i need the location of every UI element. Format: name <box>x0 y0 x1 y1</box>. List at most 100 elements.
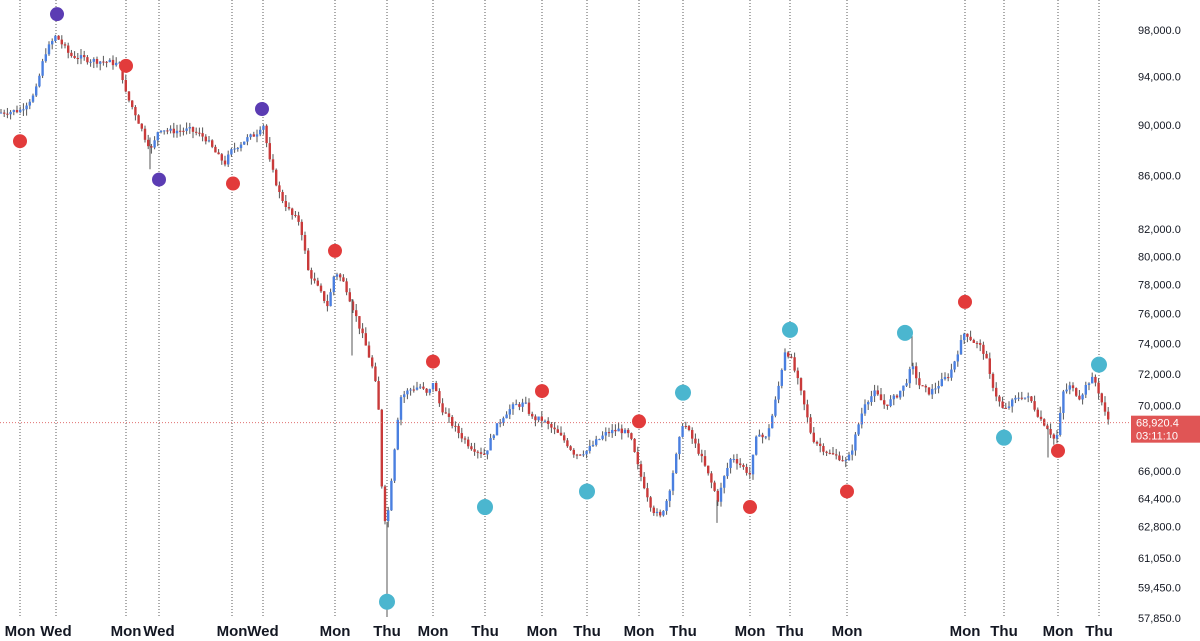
candle-body <box>335 274 339 277</box>
candle-body <box>243 141 246 145</box>
candle-body <box>543 420 547 422</box>
candle-body <box>697 443 700 454</box>
candle-body <box>585 450 588 455</box>
candle-body <box>863 404 867 414</box>
candle-body <box>969 336 972 341</box>
candle-body <box>1100 393 1103 403</box>
candle-body <box>751 454 755 475</box>
candle-body <box>1017 397 1020 399</box>
candle-body <box>649 497 652 508</box>
candle-body <box>239 144 243 149</box>
candle-body <box>662 510 665 516</box>
candle-body <box>204 136 207 142</box>
signal-dot-red <box>1051 443 1065 458</box>
candle-body <box>787 352 790 357</box>
candle-body <box>137 115 140 124</box>
candle-body <box>329 292 332 307</box>
candle-body <box>620 428 623 434</box>
candle-body <box>294 214 297 216</box>
candle-body <box>643 476 646 489</box>
candle-body <box>467 439 470 447</box>
candle-body <box>860 413 863 425</box>
candle-body <box>38 75 41 87</box>
candle-body <box>691 429 694 439</box>
candle-body <box>505 414 508 419</box>
candle-body <box>831 453 835 455</box>
candle-body <box>89 61 92 63</box>
candle-body <box>895 395 899 398</box>
candle-body <box>575 454 579 456</box>
x-tick-label: Mon <box>624 623 655 640</box>
candle-body <box>115 62 118 66</box>
candle-body <box>134 107 137 116</box>
signal-dot-red <box>328 243 342 258</box>
candle-body <box>847 454 851 461</box>
signal-dot-purple <box>50 7 64 22</box>
candle-body <box>537 416 540 421</box>
candle-body <box>937 386 940 389</box>
candle-body <box>812 432 815 442</box>
candle-body <box>841 460 844 462</box>
candle-body <box>1001 401 1004 408</box>
candle-body <box>339 274 342 278</box>
signal-dot-cyan <box>897 324 913 341</box>
candle-body <box>255 134 259 137</box>
candle-body <box>195 131 198 133</box>
candle-body <box>371 357 374 367</box>
time-grid-lines <box>19 0 1100 618</box>
candle-body <box>6 113 9 115</box>
candle-body <box>271 159 275 170</box>
candle-body <box>854 434 857 451</box>
candle-body <box>111 59 115 66</box>
candle-body <box>553 427 556 430</box>
candle-body <box>739 463 742 466</box>
candle-body <box>31 95 35 102</box>
x-axis: Mon Wed Mon Wed Mon Wed Mon Thu Mon Thu Mon Thu Mon T… <box>5 623 1113 640</box>
candle-body <box>163 130 166 132</box>
candle-body <box>380 409 383 487</box>
candle-body <box>1036 409 1039 417</box>
candle-body <box>531 413 534 417</box>
candle-body <box>755 436 758 455</box>
candle-body <box>12 110 15 112</box>
candle-body <box>633 438 636 452</box>
signal-dot-cyan <box>1091 356 1107 373</box>
y-tick-label: 86,000.0 <box>1138 171 1181 183</box>
candle-body <box>86 57 89 63</box>
candle-body <box>383 486 387 522</box>
candle-body <box>435 382 438 392</box>
candle-body <box>342 277 345 282</box>
candle-body <box>918 378 921 386</box>
candle-body <box>76 57 79 59</box>
candle-body <box>495 423 499 436</box>
signal-dot-red <box>632 414 646 429</box>
candle-body <box>1033 401 1036 410</box>
candle-body <box>1049 429 1052 435</box>
candle-body <box>995 387 998 397</box>
candle-body <box>774 399 777 416</box>
candle-body <box>607 432 611 434</box>
candle-body <box>486 450 489 455</box>
candle-body <box>19 109 22 113</box>
candle-body <box>1052 434 1055 439</box>
candle-body <box>198 132 201 134</box>
candle-body <box>313 278 316 281</box>
candle-body <box>819 443 822 446</box>
candle-body <box>201 133 204 137</box>
signal-dot-cyan <box>579 483 595 500</box>
candle-body <box>889 399 892 406</box>
candle-body <box>1007 406 1011 408</box>
x-tick-label: Wed <box>40 623 71 640</box>
candle-body <box>569 446 572 450</box>
candle-body <box>396 419 399 450</box>
current-price-badge: 68,920.4 03:11:10 <box>1131 415 1200 443</box>
candle-body <box>713 482 716 491</box>
candle-body <box>809 417 812 433</box>
x-tick-label: Mon <box>320 623 351 640</box>
candle-body <box>723 476 726 488</box>
y-tick-label: 94,000.0 <box>1138 71 1181 83</box>
candle-body <box>959 340 963 355</box>
candle-body <box>476 451 479 453</box>
candle-body <box>15 110 19 113</box>
